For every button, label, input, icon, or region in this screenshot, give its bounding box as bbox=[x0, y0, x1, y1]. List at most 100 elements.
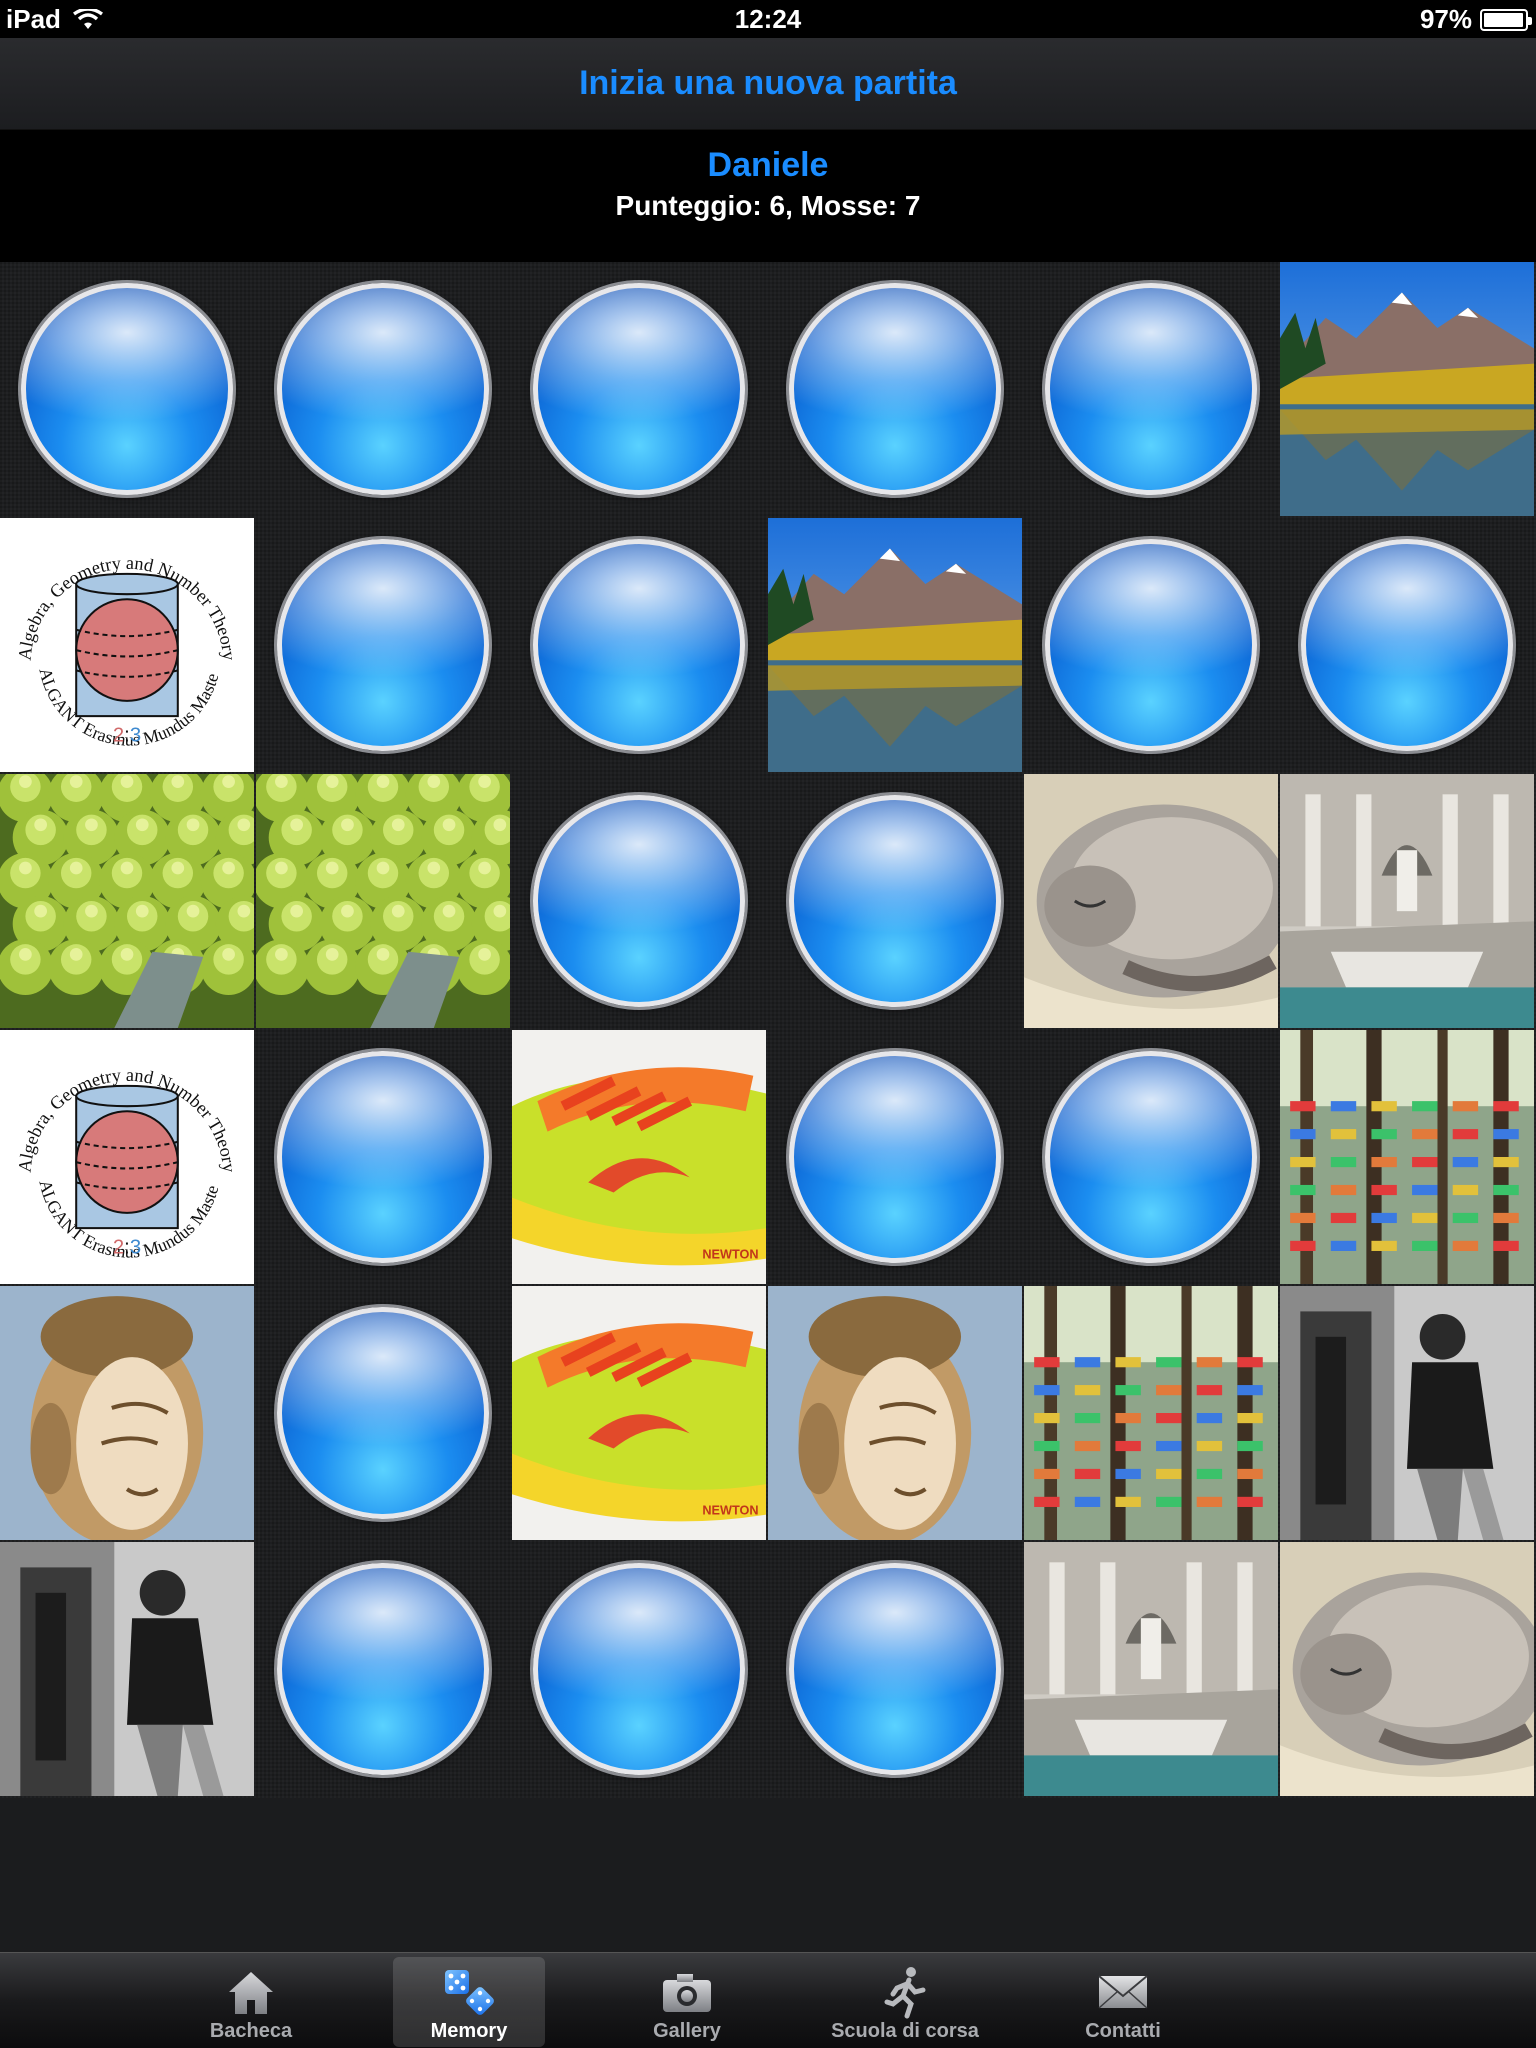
card-back-orb bbox=[533, 795, 745, 1007]
memory-board: Algebra, Geometry and Number Theory ALGA… bbox=[0, 262, 1536, 1798]
tab-gallery[interactable]: Gallery bbox=[611, 1957, 763, 2047]
score-summary: Punteggio: 6, Mosse: 7 bbox=[615, 190, 921, 221]
card-back-orb bbox=[1045, 283, 1257, 495]
hidden-card[interactable] bbox=[768, 774, 1022, 1028]
card-back-orb bbox=[277, 283, 489, 495]
romanesco-image bbox=[0, 774, 254, 1028]
nav-bar: Inizia una nuova partita bbox=[0, 38, 1536, 130]
card-back-orb bbox=[533, 283, 745, 495]
hidden-card[interactable] bbox=[768, 262, 1022, 516]
revealed-card-shoe-forest[interactable] bbox=[1024, 1286, 1278, 1540]
trevi-fountain-image bbox=[1280, 774, 1534, 1028]
shoe-forest-image bbox=[1280, 1030, 1534, 1284]
hidden-card[interactable] bbox=[256, 1542, 510, 1796]
tab-scuola-di-corsa[interactable]: Scuola di corsa bbox=[829, 1957, 981, 2047]
battery-fill bbox=[1484, 12, 1523, 27]
tab-label: Gallery bbox=[653, 2020, 721, 2042]
battery-icon bbox=[1480, 8, 1532, 31]
hidden-card[interactable] bbox=[512, 774, 766, 1028]
hidden-card[interactable] bbox=[1024, 1030, 1278, 1284]
mountain-lake-image bbox=[768, 518, 1022, 772]
tab-bar: Bacheca Memory Gallery Scuola di corsa Conta… bbox=[0, 1952, 1536, 2048]
revealed-card-trevi-fountain[interactable] bbox=[1280, 774, 1534, 1028]
revealed-card-sleeping-cat[interactable] bbox=[1024, 774, 1278, 1028]
running-shoe-image: NEWTON bbox=[512, 1030, 766, 1284]
hidden-card[interactable] bbox=[768, 1542, 1022, 1796]
hidden-card[interactable] bbox=[1024, 518, 1278, 772]
algant-logo-image: Algebra, Geometry and Number Theory ALGA… bbox=[0, 518, 254, 772]
revealed-card-algant-logo[interactable]: Algebra, Geometry and Number Theory ALGA… bbox=[0, 518, 254, 772]
hidden-card[interactable] bbox=[0, 262, 254, 516]
shoe-brand-text: NEWTON bbox=[702, 1504, 758, 1518]
card-back-orb bbox=[789, 283, 1001, 495]
hidden-card[interactable] bbox=[512, 518, 766, 772]
card-back-orb bbox=[789, 1563, 1001, 1775]
card-back-orb bbox=[277, 1563, 489, 1775]
tab-contatti[interactable]: Contatti bbox=[1047, 1957, 1199, 2047]
score-panel: Daniele Punteggio: 6, Mosse: 7 bbox=[0, 130, 1536, 262]
revealed-card-running-shoe[interactable]: NEWTON bbox=[512, 1030, 766, 1284]
camera-icon bbox=[663, 1974, 711, 2012]
card-back-orb bbox=[1045, 1051, 1257, 1263]
revealed-card-sleeping-cat[interactable] bbox=[1280, 1542, 1534, 1796]
romanesco-image bbox=[256, 774, 510, 1028]
revealed-card-algant-logo[interactable]: Algebra, Geometry and Number Theory ALGA… bbox=[0, 1030, 254, 1284]
hidden-card[interactable] bbox=[256, 262, 510, 516]
shoe-forest-image bbox=[1024, 1286, 1278, 1540]
tab-label: Scuola di corsa bbox=[831, 2020, 979, 2042]
revealed-card-mountain-lake[interactable] bbox=[1280, 262, 1534, 516]
revealed-card-shoe-forest[interactable] bbox=[1280, 1030, 1534, 1284]
hidden-card[interactable] bbox=[768, 1030, 1022, 1284]
tab-label: Bacheca bbox=[209, 2020, 293, 2042]
tab-label: Contatti bbox=[1085, 2020, 1161, 2042]
mountain-lake-image bbox=[1280, 262, 1534, 516]
battery-percent: 97% bbox=[1419, 4, 1472, 34]
new-game-button[interactable]: Inizia una nuova partita bbox=[579, 64, 957, 102]
hidden-card[interactable] bbox=[256, 1030, 510, 1284]
revealed-card-romanesco[interactable] bbox=[0, 774, 254, 1028]
trevi-fountain-image bbox=[1024, 1542, 1278, 1796]
card-back-orb bbox=[1045, 539, 1257, 751]
buddha-head-image bbox=[768, 1286, 1022, 1540]
clock: 12:24 bbox=[734, 4, 802, 34]
card-back-orb bbox=[789, 1051, 1001, 1263]
runner-icon bbox=[884, 1967, 926, 2019]
algant-logo-image: Algebra, Geometry and Number Theory ALGA… bbox=[0, 1030, 254, 1284]
svg-text:2:3: 2:3 bbox=[113, 1237, 141, 1259]
sleeping-cat-image bbox=[1280, 1542, 1534, 1796]
card-back-orb bbox=[789, 795, 1001, 1007]
tab-label: Memory bbox=[430, 2020, 508, 2042]
hidden-card[interactable] bbox=[512, 262, 766, 516]
hidden-card[interactable] bbox=[256, 518, 510, 772]
tab-memory[interactable]: Memory bbox=[393, 1957, 545, 2047]
revealed-card-bw-portrait[interactable] bbox=[1280, 1286, 1534, 1540]
revealed-card-bw-portrait[interactable] bbox=[0, 1542, 254, 1796]
bw-portrait-image bbox=[1280, 1286, 1534, 1540]
revealed-card-mountain-lake[interactable] bbox=[768, 518, 1022, 772]
hidden-card[interactable] bbox=[1024, 262, 1278, 516]
card-back-orb bbox=[277, 539, 489, 751]
revealed-card-buddha-head[interactable] bbox=[0, 1286, 254, 1540]
card-back-orb bbox=[277, 1051, 489, 1263]
revealed-card-trevi-fountain[interactable] bbox=[1024, 1542, 1278, 1796]
house-icon bbox=[229, 1972, 273, 2014]
card-back-orb bbox=[277, 1307, 489, 1519]
hidden-card[interactable] bbox=[256, 1286, 510, 1540]
bw-portrait-image bbox=[0, 1542, 254, 1796]
card-back-orb bbox=[21, 283, 233, 495]
shoe-brand-text: NEWTON bbox=[702, 1248, 758, 1262]
svg-text:2:3: 2:3 bbox=[113, 725, 141, 747]
dice-icon bbox=[445, 1970, 494, 2015]
carrier-label: iPad bbox=[6, 4, 61, 34]
hidden-card[interactable] bbox=[1280, 518, 1534, 772]
buddha-head-image bbox=[0, 1286, 254, 1540]
card-back-orb bbox=[1301, 539, 1513, 751]
hidden-card[interactable] bbox=[512, 1542, 766, 1796]
battery-status: 97% bbox=[1419, 4, 1532, 35]
tab-bacheca[interactable]: Bacheca bbox=[175, 1957, 327, 2047]
envelope-icon bbox=[1098, 1975, 1148, 2009]
revealed-card-running-shoe[interactable]: NEWTON bbox=[512, 1286, 766, 1540]
revealed-card-romanesco[interactable] bbox=[256, 774, 510, 1028]
card-back-orb bbox=[533, 539, 745, 751]
revealed-card-buddha-head[interactable] bbox=[768, 1286, 1022, 1540]
